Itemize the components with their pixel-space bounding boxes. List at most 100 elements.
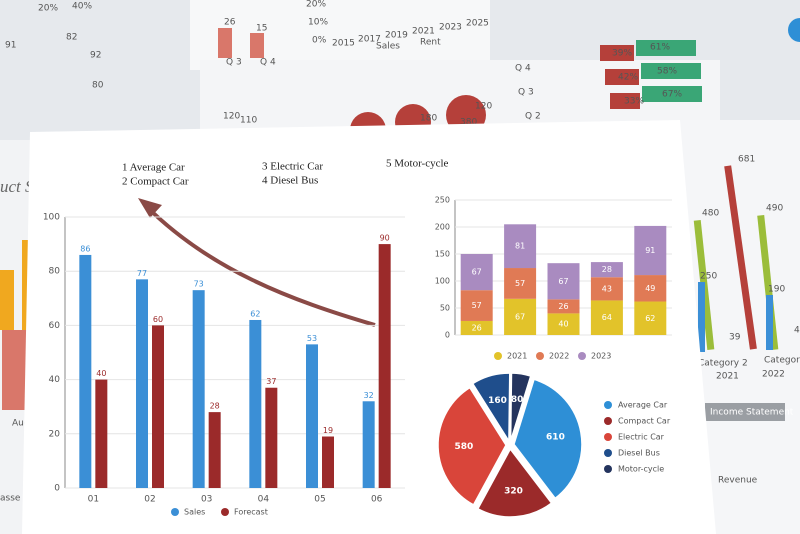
legend-swatch xyxy=(604,433,612,441)
legend-swatch xyxy=(604,465,612,473)
value-label: 90 xyxy=(380,234,390,243)
value-label: 62 xyxy=(645,314,655,323)
arrow xyxy=(143,203,376,327)
background-label: 380 xyxy=(460,118,477,128)
background-label: 0% xyxy=(312,36,327,46)
background-label: Q 4 xyxy=(515,64,531,74)
bar-segment xyxy=(547,299,580,314)
value-label: 28 xyxy=(602,265,612,274)
value-label: 67 xyxy=(558,277,568,286)
pie-slice xyxy=(509,372,532,442)
value-label: 86 xyxy=(80,244,90,253)
background-label: 33% xyxy=(624,97,644,107)
bg-bar xyxy=(600,45,634,61)
background-label: 120 xyxy=(475,102,492,112)
legend-label: Sales xyxy=(184,508,205,517)
paper xyxy=(190,0,490,70)
annotation: 2 Compact Car xyxy=(122,176,189,188)
value-label: 57 xyxy=(515,279,525,288)
background-label: 15 xyxy=(256,24,267,34)
background-label: 48 xyxy=(794,326,800,336)
y-tick-label: 50 xyxy=(440,304,450,313)
bg-bar xyxy=(641,63,701,79)
background-label: 180 xyxy=(420,114,437,124)
background-label: 20% xyxy=(306,0,326,10)
bar xyxy=(306,344,318,488)
bg-bar xyxy=(218,28,232,58)
value-label: 77 xyxy=(137,269,147,278)
legend-label: Motor-cycle xyxy=(618,465,664,474)
background-label: 2022 xyxy=(762,370,785,380)
annotation: 3 Electric Car xyxy=(262,161,323,173)
bar xyxy=(208,412,221,488)
annotation: 1 Average Car xyxy=(122,162,185,174)
background-label: 82 xyxy=(66,33,77,43)
value-label: 67 xyxy=(472,268,482,277)
bar-segment xyxy=(634,225,667,276)
legend-label: 2022 xyxy=(549,352,569,361)
value-label: 43 xyxy=(602,284,612,293)
background-label: 39 xyxy=(729,333,741,343)
annotation: 4 Diesel Bus xyxy=(262,175,318,187)
background-label: Q 3 xyxy=(518,88,534,98)
x-tick-label: 05 xyxy=(314,495,325,505)
x-tick-label: 01 xyxy=(88,495,99,505)
bg-bar xyxy=(0,270,14,330)
bar-segment xyxy=(460,254,493,291)
background-label: 10% xyxy=(308,18,328,28)
value-label: 26 xyxy=(472,323,482,332)
background-label: 91 xyxy=(5,41,16,51)
bar-segment xyxy=(504,298,537,335)
background-label: Sales xyxy=(376,42,400,52)
bg-box xyxy=(705,403,785,421)
legend-swatch xyxy=(604,401,612,409)
y-tick-label: 80 xyxy=(49,267,61,277)
bar-segment xyxy=(590,277,623,301)
bg-bar xyxy=(605,69,639,85)
background-label: asse xyxy=(0,494,21,504)
background-label: Income Statement xyxy=(710,408,794,418)
bg-bar xyxy=(642,86,702,102)
bar xyxy=(152,325,164,488)
bg-bar xyxy=(250,33,264,58)
bar-segment xyxy=(590,300,623,335)
y-tick-label: 100 xyxy=(43,213,60,223)
bg-pie xyxy=(788,18,800,42)
bar-segment xyxy=(504,224,537,269)
background-label: Rent xyxy=(420,38,441,48)
value-label: 62 xyxy=(250,309,260,318)
bar xyxy=(378,244,391,488)
legend-label: 2021 xyxy=(507,352,527,361)
x-tick-label: 04 xyxy=(258,495,270,505)
bar xyxy=(95,379,108,488)
background-label: 2021 xyxy=(716,372,739,382)
annotation: 5 Motor-cycle xyxy=(386,158,449,170)
value-label: 320 xyxy=(504,487,523,497)
legend-swatch xyxy=(604,417,612,425)
value-label: 57 xyxy=(472,301,482,310)
background-label: 42% xyxy=(618,73,638,83)
background-label: 2025 xyxy=(466,19,489,29)
background-label: 67% xyxy=(662,90,682,100)
background-label: 2019 xyxy=(385,31,408,41)
background-label: Category 2 xyxy=(698,359,748,369)
value-label: 40 xyxy=(558,320,568,329)
x-tick-label: 02 xyxy=(144,495,155,505)
bar xyxy=(79,254,92,488)
value-label: 26 xyxy=(558,302,568,311)
legend-swatch xyxy=(221,508,229,516)
legend-label: Electric Car xyxy=(618,433,665,442)
value-label: 160 xyxy=(488,396,507,406)
value-label: 580 xyxy=(454,442,473,452)
background-label: 681 xyxy=(738,155,755,165)
background-label: 490 xyxy=(766,204,783,214)
value-label: 67 xyxy=(515,312,525,321)
background-label: 20% xyxy=(38,4,58,14)
bar xyxy=(362,401,375,488)
bg-bar xyxy=(724,165,757,350)
legend-label: Diesel Bus xyxy=(618,449,660,458)
y-tick-label: 150 xyxy=(435,250,450,259)
